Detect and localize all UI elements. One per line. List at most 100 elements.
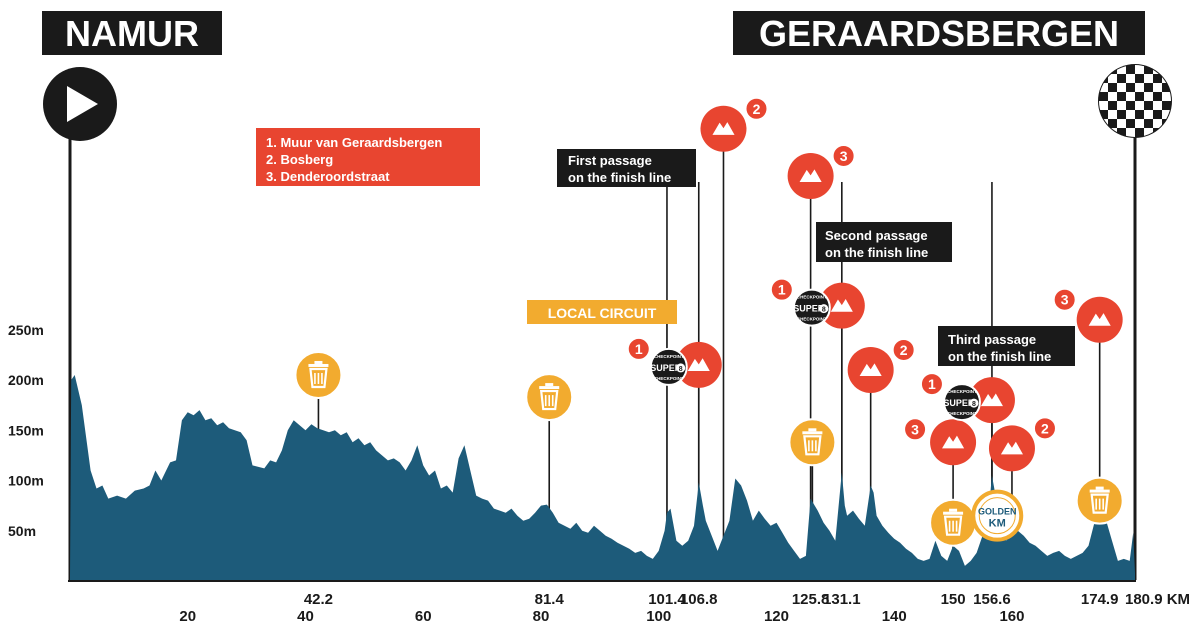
mountain-icon: [687, 358, 710, 371]
climb-number: 3: [1061, 292, 1069, 308]
y-tick-label: 100m: [8, 473, 44, 489]
bin-lid: [1089, 489, 1110, 493]
mountain-icon: [859, 363, 882, 377]
feed-marker: [294, 350, 343, 399]
climb-marker: 2: [847, 337, 916, 393]
climb-number: 2: [900, 342, 908, 358]
climb-number-badge: [919, 372, 944, 397]
golden-km-inner-ring: [978, 497, 1016, 535]
climb-number-badge: [744, 96, 769, 121]
passage-1-line2: on the finish line: [568, 170, 671, 185]
climb-number: 3: [840, 148, 848, 164]
climb-number: 1: [778, 282, 786, 298]
x-tick-major-label: 106.8: [680, 591, 718, 608]
climb-number: 1: [928, 376, 936, 392]
bin-body: [943, 515, 963, 536]
passage-3-line1: Third passage: [948, 332, 1036, 347]
start-city-label: NAMUR: [65, 13, 199, 54]
climb-number: 3: [911, 421, 919, 437]
super8-digit-dot: [819, 304, 829, 314]
legend-item-2: 2. Bosberg: [266, 152, 333, 167]
climb-number-badge: [769, 277, 794, 302]
climb-number-badge: [1052, 287, 1077, 312]
feed-marker: [525, 373, 574, 422]
x-tick-major-label: 156.6: [973, 591, 1011, 608]
feed-marker: [788, 418, 837, 467]
finish-city-banner: GERAARDSBERGEN: [733, 11, 1145, 55]
x-tick-minor-label: 80: [533, 608, 550, 625]
mountain-icon: [980, 393, 1003, 407]
x-tick-major-label: 42.2: [304, 591, 333, 608]
legend-item-1: 1. Muur van Geraardsbergen: [266, 135, 442, 150]
y-axis: 50m 100m 150m 200m 250m: [8, 322, 44, 539]
x-tick-major-label: 101.4: [648, 591, 686, 608]
bin-body: [803, 435, 822, 456]
bin-handle: [314, 360, 323, 364]
passage-box-2: Second passage on the finish line: [816, 222, 952, 262]
climb-marker: 2: [988, 416, 1057, 472]
y-tick-label: 200m: [8, 372, 44, 388]
elevation-profile-area: [70, 375, 1135, 581]
golden-km-line1: GOLDEN: [978, 507, 1017, 517]
feed-marker: [929, 498, 978, 547]
golden-km-line2: KM: [989, 518, 1006, 530]
climb-marker: 3: [787, 143, 856, 199]
climb-number: 2: [1041, 420, 1049, 436]
passage-1-line1: First passage: [568, 153, 652, 168]
y-tick-label: 50m: [8, 523, 36, 539]
passage-2-line2: on the finish line: [825, 245, 928, 260]
climb-number-badge: [891, 337, 916, 362]
x-tick-major-label: 81.4: [535, 591, 565, 608]
x-tick-minor-label: 120: [764, 608, 789, 625]
x-tick-minor-label: 20: [179, 608, 196, 625]
climb-marker: 3: [903, 417, 977, 466]
y-tick-label: 150m: [8, 422, 44, 438]
super8-digit: 8: [822, 307, 826, 314]
bin-lid: [943, 511, 964, 515]
svg-text:LOCAL CIRCUIT: LOCAL CIRCUIT: [548, 305, 657, 321]
x-tick-minor-label: 160: [999, 608, 1024, 625]
super8-digit: 8: [972, 401, 976, 408]
climbs-legend: 1. Muur van Geraardsbergen 2. Bosberg 3.…: [256, 128, 480, 186]
mountain-icon: [942, 435, 965, 449]
x-tick-minor-label: 60: [415, 608, 432, 625]
super8-top: CHECKPOINT: [947, 389, 977, 394]
start-play-icon: [43, 67, 117, 580]
bin-handle: [1095, 486, 1104, 490]
climb-number: 1: [635, 341, 643, 357]
x-tick-minor-label: 40: [297, 608, 314, 625]
bin-body: [1090, 493, 1109, 514]
bin-lid: [539, 386, 560, 390]
climb-number: 2: [753, 101, 761, 117]
super8-bottom: CHECKPOINT: [947, 411, 977, 416]
bin-handle: [949, 508, 958, 512]
super8-digit: 8: [679, 366, 683, 373]
super8-digit-dot: [676, 363, 686, 373]
mountain-icon: [712, 122, 735, 135]
climb-number-badge: [1032, 416, 1057, 441]
bin-body: [539, 389, 559, 411]
x-tick-major-label: 174.9: [1081, 591, 1119, 608]
bin-body: [309, 367, 328, 389]
super8-top: CHECKPOINT: [654, 354, 684, 359]
climb-marker: 3: [1052, 287, 1123, 343]
mountain-icon: [1088, 313, 1111, 326]
x-tick-major-label: 131.1: [823, 591, 861, 608]
mountain-icon: [799, 169, 822, 183]
super8-checkpoint-icon: [792, 288, 831, 327]
passage-box-3: Third passage on the finish line: [938, 326, 1075, 366]
finish-city-label: GERAARDSBERGEN: [759, 13, 1119, 54]
climb-marker: 2: [700, 96, 769, 152]
y-tick-label: 250m: [8, 322, 44, 338]
x-tick-major-label: 180.9 KM: [1125, 591, 1190, 608]
passage-3-line2: on the finish line: [948, 349, 1051, 364]
passage-2-line1: Second passage: [825, 228, 928, 243]
x-tick-major-label: 125.8: [792, 591, 830, 608]
